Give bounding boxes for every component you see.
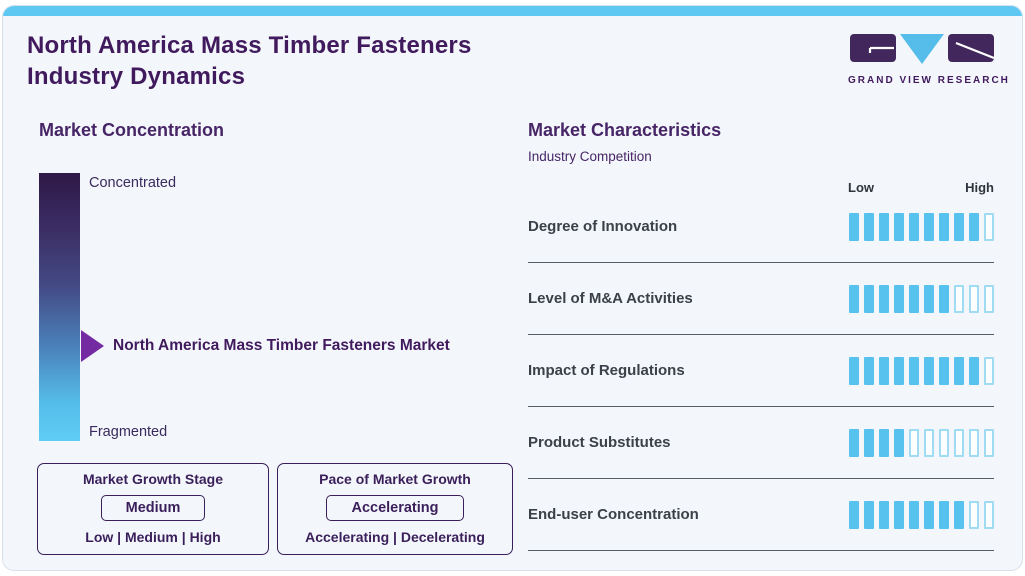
top-accent-bar — [3, 6, 1022, 16]
scale-high-label: High — [965, 180, 994, 195]
concentrated-label: Concentrated — [89, 175, 177, 191]
rating-segment-filled — [879, 428, 889, 457]
rating-segment-empty — [939, 428, 949, 457]
characteristic-row-innovation: Degree of Innovation — [528, 191, 994, 263]
rating-segment-filled — [939, 356, 949, 385]
pace-of-growth-box: Pace of Market Growth Accelerating Accel… — [277, 463, 513, 555]
market-characteristics-heading: Market Characteristics — [528, 120, 722, 140]
logo-wordmark: GRAND VIEW RESEARCH — [848, 75, 1010, 86]
rating-segment-filled — [894, 500, 904, 529]
rating-segment-filled — [924, 212, 934, 241]
characteristic-label: Product Substitutes — [528, 434, 671, 451]
rating-segment-filled — [954, 500, 964, 529]
characteristic-row-ma-activities: Level of M&A Activities — [528, 263, 994, 335]
rating-segment-filled — [924, 356, 934, 385]
rating-segment-filled — [879, 500, 889, 529]
rating-segment-empty — [984, 212, 994, 241]
market-pointer-icon — [81, 330, 104, 362]
rating-bar — [849, 356, 994, 385]
rating-segment-filled — [849, 356, 859, 385]
pace-value: Accelerating — [326, 495, 464, 521]
growth-stage-options: Low | Medium | High — [85, 529, 221, 545]
rating-segment-filled — [909, 500, 919, 529]
characteristics-list: Degree of Innovation Level of M&A Activi… — [528, 191, 994, 551]
rating-bar — [849, 284, 994, 313]
logo-r-mark — [955, 41, 995, 60]
rating-segment-filled — [879, 356, 889, 385]
fragmented-label: Fragmented — [89, 424, 168, 440]
concentration-gradient-bar — [39, 173, 80, 441]
market-growth-stage-box: Market Growth Stage Medium Low | Medium … — [37, 463, 269, 555]
scale-low-label: Low — [848, 180, 874, 195]
rating-segment-empty — [984, 428, 994, 457]
rating-segment-filled — [939, 284, 949, 313]
rating-segment-filled — [849, 428, 859, 457]
growth-stage-value: Medium — [100, 495, 206, 521]
rating-segment-filled — [879, 212, 889, 241]
rating-segment-filled — [849, 500, 859, 529]
rating-segment-empty — [954, 284, 964, 313]
rating-segment-filled — [894, 212, 904, 241]
rating-segment-filled — [969, 356, 979, 385]
rating-segment-empty — [954, 428, 964, 457]
rating-scale-labels: Low High — [848, 180, 994, 195]
page-title: North America Mass Timber Fasteners Indu… — [27, 30, 472, 92]
rating-segment-empty — [969, 500, 979, 529]
rating-segment-filled — [969, 212, 979, 241]
growth-stage-title: Market Growth Stage — [82, 471, 224, 487]
page-title-line1: North America Mass Timber Fasteners — [27, 32, 472, 59]
rating-segment-filled — [894, 356, 904, 385]
rating-segment-filled — [849, 284, 859, 313]
gvr-logo-icon — [850, 34, 995, 64]
rating-segment-filled — [909, 212, 919, 241]
rating-segment-filled — [924, 500, 934, 529]
page-title-line2: Industry Dynamics — [27, 63, 246, 90]
characteristic-row-substitutes: Product Substitutes — [528, 407, 994, 479]
rating-segment-filled — [954, 356, 964, 385]
pace-title: Pace of Market Growth — [319, 471, 471, 487]
rating-segment-filled — [864, 500, 874, 529]
rating-segment-empty — [969, 428, 979, 457]
characteristic-label: Degree of Innovation — [528, 218, 678, 235]
characteristic-row-enduser: End-user Concentration — [528, 479, 994, 551]
rating-segment-filled — [894, 284, 904, 313]
market-concentration-heading: Market Concentration — [39, 120, 225, 140]
rating-segment-empty — [984, 284, 994, 313]
rating-bar — [849, 428, 994, 457]
rating-bar — [849, 212, 994, 241]
rating-segment-filled — [924, 284, 934, 313]
rating-segment-empty — [984, 356, 994, 385]
rating-segment-filled — [939, 500, 949, 529]
rating-segment-empty — [984, 500, 994, 529]
pace-options: Accelerating | Decelerating — [305, 529, 485, 545]
rating-segment-filled — [939, 212, 949, 241]
rating-segment-filled — [864, 284, 874, 313]
rating-bar — [849, 500, 994, 529]
rating-segment-empty — [969, 284, 979, 313]
logo-g-mark — [868, 46, 894, 53]
rating-segment-filled — [864, 356, 874, 385]
rating-segment-empty — [909, 428, 919, 457]
logo-v-triangle — [900, 34, 944, 64]
rating-segment-filled — [894, 428, 904, 457]
characteristic-label: Level of M&A Activities — [528, 290, 693, 307]
industry-competition-subtitle: Industry Competition — [528, 149, 652, 164]
rating-segment-filled — [879, 284, 889, 313]
characteristic-label: Impact of Regulations — [528, 362, 685, 379]
rating-segment-empty — [924, 428, 934, 457]
rating-segment-filled — [849, 212, 859, 241]
rating-segment-filled — [864, 428, 874, 457]
rating-segment-filled — [954, 212, 964, 241]
industry-dynamics-card: North America Mass Timber Fasteners Indu… — [2, 5, 1023, 571]
characteristic-label: End-user Concentration — [528, 506, 699, 523]
gvr-logo: GRAND VIEW RESEARCH — [848, 32, 1010, 86]
rating-segment-filled — [909, 356, 919, 385]
rating-segment-filled — [864, 212, 874, 241]
market-pointer-label: North America Mass Timber Fasteners Mark… — [113, 337, 450, 354]
characteristic-row-regulations: Impact of Regulations — [528, 335, 994, 407]
rating-segment-filled — [909, 284, 919, 313]
